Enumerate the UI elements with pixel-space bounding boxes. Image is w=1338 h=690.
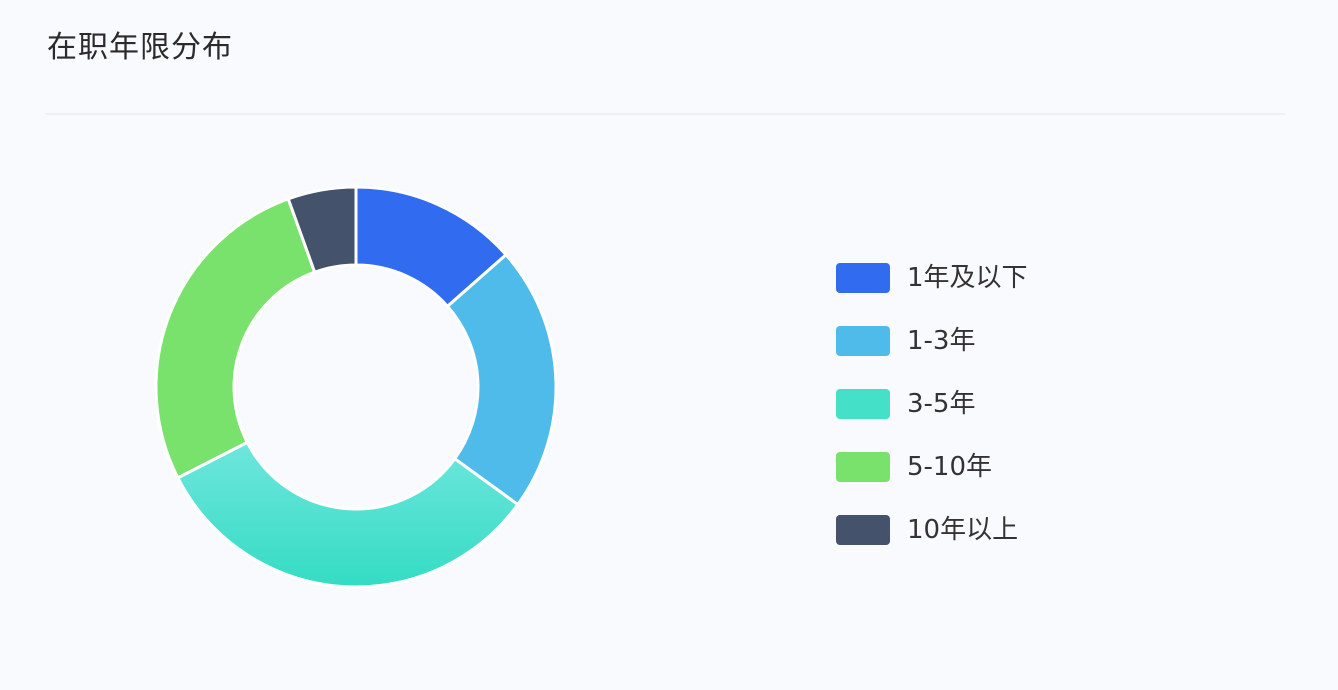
donut-slice-4[interactable]: [154, 196, 317, 480]
legend-label-5[interactable]: 10年以上: [907, 515, 1019, 545]
donut-slices: [154, 185, 558, 589]
legend-label-4[interactable]: 5-10年: [907, 452, 993, 482]
legend-swatch-3[interactable]: [836, 389, 890, 419]
donut-slice-3[interactable]: [175, 440, 520, 589]
legend-swatch-2[interactable]: [836, 326, 890, 356]
legend-swatch-5[interactable]: [836, 515, 890, 545]
donut-slice-5[interactable]: [286, 185, 358, 275]
legend-label-1[interactable]: 1年及以下: [907, 263, 1028, 293]
legend-swatch-1[interactable]: [836, 263, 890, 293]
legend-label-3[interactable]: 3-5年: [907, 389, 976, 419]
legend-swatch-4[interactable]: [836, 452, 890, 482]
title-divider: [45, 113, 1285, 115]
legend-label-2[interactable]: 1-3年: [907, 326, 976, 356]
chart-title: 在职年限分布: [47, 30, 233, 65]
donut-slice-2[interactable]: [445, 252, 558, 507]
